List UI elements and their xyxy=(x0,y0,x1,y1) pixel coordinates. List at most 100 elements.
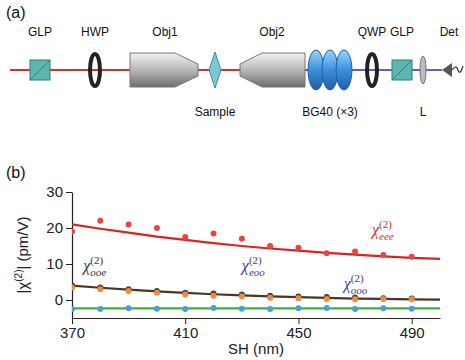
waveplate xyxy=(367,54,377,86)
detector-shape xyxy=(442,63,452,77)
component-label: GLP xyxy=(28,25,52,39)
data-point xyxy=(239,293,245,299)
label-sub: ooe xyxy=(90,266,106,278)
detector-cable xyxy=(452,66,463,72)
component-label: Obj1 xyxy=(152,25,178,39)
data-point xyxy=(409,254,415,260)
objective xyxy=(130,53,198,87)
data-point xyxy=(267,306,273,312)
component-label: QWP xyxy=(358,25,387,39)
filter-disk xyxy=(336,50,352,90)
data-point xyxy=(182,306,188,312)
data-point xyxy=(126,288,132,294)
curve-label: χ(2)ooe xyxy=(81,254,106,278)
component-label: GLP xyxy=(390,25,414,39)
y-title-part: |χ xyxy=(14,282,31,294)
tick-label: 30 xyxy=(46,183,63,200)
data-point xyxy=(72,229,75,235)
data-point xyxy=(295,245,301,251)
data-point xyxy=(97,306,103,312)
tick: 410 xyxy=(173,318,198,341)
data-point xyxy=(72,306,75,312)
data-point xyxy=(295,305,301,311)
component-label: HWP xyxy=(81,25,109,39)
axis-line xyxy=(72,193,73,319)
data-point xyxy=(324,250,330,256)
data-point xyxy=(324,305,330,311)
polarizer-diagonal xyxy=(30,60,50,80)
tick-label: 10 xyxy=(46,255,63,272)
optic-det xyxy=(442,63,463,77)
tick-label: 450 xyxy=(286,324,311,341)
optic-obj1 xyxy=(130,53,198,87)
label-sub: eee xyxy=(379,230,394,242)
data-point xyxy=(352,296,358,302)
tick-label: 370 xyxy=(60,324,85,341)
label-sub: ooo xyxy=(351,284,368,296)
data-point xyxy=(324,296,330,302)
component-label: Det xyxy=(440,25,459,39)
x-axis: 370410450490 xyxy=(60,318,441,341)
data-point xyxy=(352,306,358,312)
component-label: Obj2 xyxy=(259,25,285,39)
data-point xyxy=(409,296,415,302)
optic-obj2 xyxy=(240,53,305,87)
optic-cube xyxy=(392,60,412,80)
x-axis-title: SH (nm) xyxy=(228,340,284,357)
data-point xyxy=(380,295,386,301)
label-sub: eoo xyxy=(249,266,265,278)
data-point xyxy=(409,296,415,302)
data-point xyxy=(239,236,245,242)
setup-diagram: GLPHWPObj1SampleObj2BG40 (×3)QWPGLPLDet xyxy=(10,25,463,119)
y-title-sup: (2) xyxy=(13,270,24,282)
tick-label: 410 xyxy=(173,324,198,341)
y-title-part: | (pm/V) xyxy=(14,216,31,269)
data-point xyxy=(380,305,386,311)
optic-bg40 xyxy=(308,50,352,90)
optic-cube xyxy=(30,60,50,80)
optic-ring xyxy=(90,54,100,86)
objective xyxy=(240,53,305,87)
data-point xyxy=(239,306,245,312)
tick: 20 xyxy=(46,219,72,236)
data-point xyxy=(126,221,132,227)
data-point xyxy=(126,305,132,311)
waveplate xyxy=(90,54,100,86)
tick-label: 20 xyxy=(46,219,63,236)
tick-mark xyxy=(66,300,72,301)
curve-label: χ(2)eee xyxy=(370,218,394,242)
tick: 450 xyxy=(286,318,311,341)
data-point xyxy=(267,295,273,301)
tick-label: 0 xyxy=(55,291,63,308)
lens-shape xyxy=(420,56,426,84)
data-point xyxy=(182,234,188,240)
data-point xyxy=(182,292,188,298)
y-axis-title: |χ(2)| (pm/V) xyxy=(13,216,31,293)
panel-label: (b) xyxy=(6,164,26,181)
optic-sample xyxy=(209,52,221,88)
component-label: BG40 (×3) xyxy=(302,105,358,119)
tick: 370 xyxy=(60,318,85,341)
tick: 0 xyxy=(55,291,72,308)
component-label: L xyxy=(420,105,427,119)
data-point xyxy=(352,248,358,254)
curve-label: χ(2)ooo xyxy=(342,272,368,296)
tick: 30 xyxy=(46,183,72,200)
data-point xyxy=(211,305,217,311)
data-point xyxy=(154,290,160,296)
axis-line xyxy=(73,318,441,319)
polarizer-cube xyxy=(392,60,412,80)
optic-lens xyxy=(420,56,426,84)
data-point xyxy=(211,230,217,236)
data-point xyxy=(267,243,273,249)
data-point xyxy=(211,293,217,299)
tick-mark xyxy=(66,228,72,229)
tick-mark xyxy=(66,192,72,193)
data-point xyxy=(380,296,386,302)
data-point xyxy=(409,306,415,312)
tick: 10 xyxy=(46,255,72,272)
data-point xyxy=(295,295,301,301)
figure: (a)GLPHWPObj1SampleObj2BG40 (×3)QWPGLPLD… xyxy=(0,0,465,360)
curve-label: χ(2)eoo xyxy=(240,254,265,278)
data-point xyxy=(97,218,103,224)
